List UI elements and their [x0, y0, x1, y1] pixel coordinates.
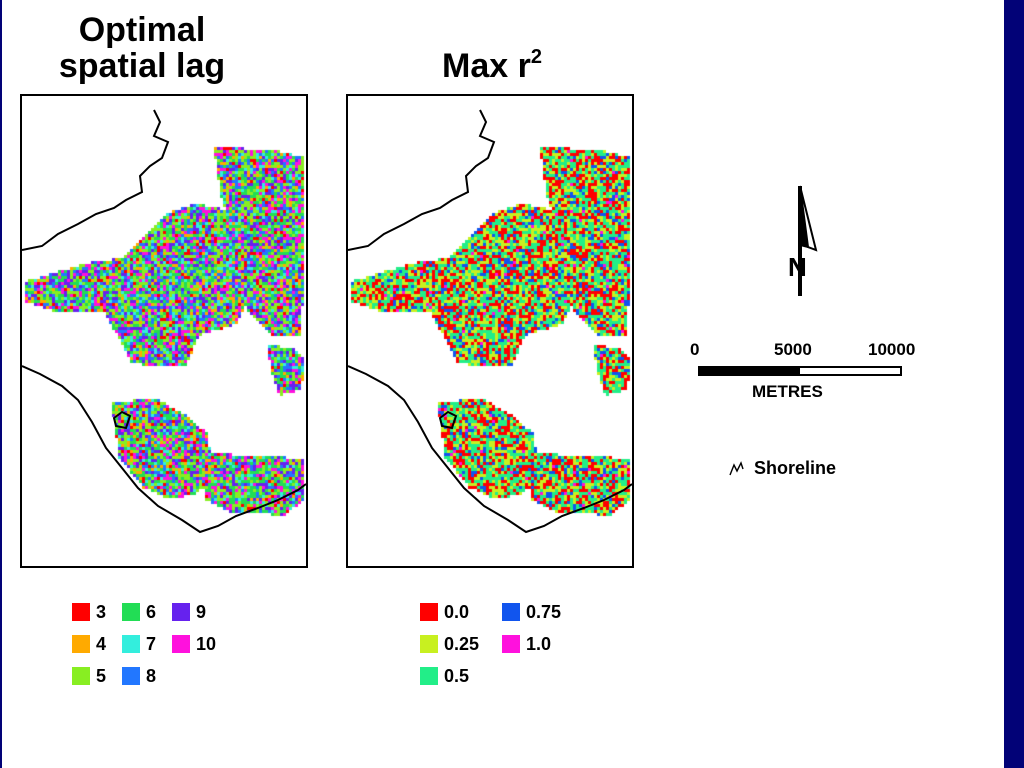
scale-bar-graphic — [698, 366, 902, 376]
scale-label-10000: 10000 — [868, 340, 916, 359]
r2-legend-item: 0.0 — [420, 602, 469, 622]
legend-label: 9 — [196, 601, 207, 622]
r2-raster — [348, 96, 632, 566]
shoreline-path — [348, 109, 496, 251]
legend-label: 4 — [96, 633, 107, 654]
legend-label: 0.75 — [526, 601, 562, 622]
shoreline-path — [22, 365, 306, 534]
map-title-optimal-spatial-lag: Optimal spatial lag — [22, 12, 262, 84]
r2-legend-item: 0.25 — [420, 634, 479, 654]
scale-unit: METRES — [752, 382, 823, 401]
title-line-1: Optimal — [78, 11, 206, 49]
title-superscript: 2 — [530, 46, 542, 68]
legend-swatch — [172, 603, 190, 621]
scale-bar: 0 5000 10000 METRES — [686, 340, 936, 410]
north-letter: N — [788, 252, 807, 282]
legend-swatch — [72, 667, 90, 685]
lag-legend-item: 7 — [122, 634, 156, 654]
lag-legend-item: 8 — [122, 666, 156, 686]
lag-legend-item: 4 — [72, 634, 106, 654]
legend-swatch — [502, 603, 520, 621]
scale-label-5000: 5000 — [774, 340, 812, 359]
scale-label-0: 0 — [690, 340, 700, 359]
legend-swatch — [172, 635, 190, 653]
legend-label: 0.25 — [444, 633, 480, 654]
legend-swatch — [420, 667, 438, 685]
legend-swatch — [122, 603, 140, 621]
legend-max-r2: 0.0 0.25 0.5 0.75 1.0 — [420, 602, 620, 692]
legend-swatch — [72, 635, 90, 653]
shoreline-lines — [348, 109, 632, 534]
legend-swatch — [72, 603, 90, 621]
legend-swatch — [420, 603, 438, 621]
r2-legend-item: 0.5 — [420, 666, 469, 686]
shoreline-squiggle-icon — [729, 460, 744, 475]
legend-label: 7 — [146, 633, 157, 654]
legend-label: 0.5 — [444, 665, 470, 686]
shoreline-legend: Shoreline — [728, 458, 836, 479]
shoreline-path — [22, 109, 170, 251]
r2-legend-item: 0.75 — [502, 602, 561, 622]
legend-label: 6 — [146, 601, 157, 622]
lag-raster — [22, 96, 306, 566]
scale-bar-black-segment — [700, 368, 800, 374]
lag-legend-item: 3 — [72, 602, 106, 622]
legend-swatch — [420, 635, 438, 653]
legend-label: 3 — [96, 601, 107, 622]
legend-label: 1.0 — [526, 633, 552, 654]
map-title-max-r2: Max r2 — [412, 46, 572, 85]
legend-swatch — [122, 635, 140, 653]
north-arrow-icon: N — [788, 185, 818, 296]
shoreline-label: Shoreline — [754, 458, 837, 478]
lag-legend-item: 10 — [172, 634, 216, 654]
legend-label: 0.0 — [444, 601, 470, 622]
legend-swatch — [122, 667, 140, 685]
shoreline-path — [438, 410, 458, 430]
slide: Optimal spatial lag Max r2 3 4 5 6 7 8 9 10 0.0… — [2, 0, 1004, 768]
legend-label: 10 — [196, 633, 217, 654]
lag-legend-item: 9 — [172, 602, 206, 622]
title-line-2: spatial lag — [58, 47, 226, 85]
map-max-r2 — [346, 94, 634, 568]
legend-label: 5 — [96, 665, 107, 686]
lag-legend-item: 5 — [72, 666, 106, 686]
legend-spatial-lag: 3 4 5 6 7 8 9 10 — [72, 602, 272, 692]
shoreline-lines — [22, 109, 306, 534]
title-max-r: Max r — [442, 47, 531, 85]
shoreline-path — [112, 410, 132, 430]
shoreline-path — [348, 365, 632, 534]
r2-legend-item: 1.0 — [502, 634, 551, 654]
map-optimal-spatial-lag — [20, 94, 308, 568]
legend-swatch — [502, 635, 520, 653]
legend-label: 8 — [146, 665, 157, 686]
lag-legend-item: 6 — [122, 602, 156, 622]
